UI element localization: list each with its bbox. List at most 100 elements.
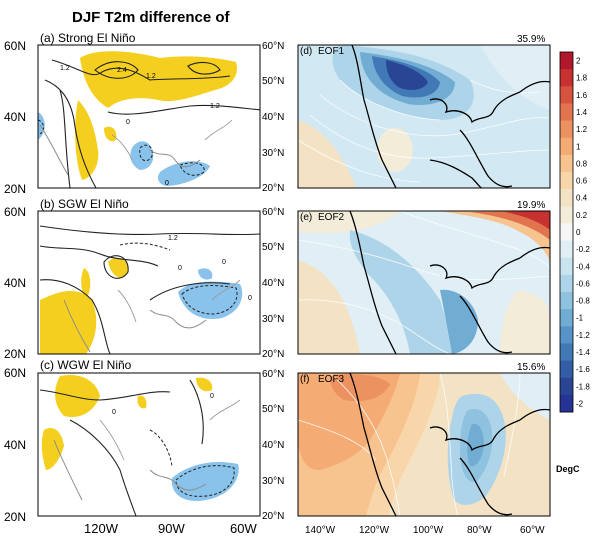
x-tick-label: 60W: [230, 521, 257, 536]
y-tick-label: 40°N: [262, 440, 284, 451]
colorbar-tick-label: 2: [576, 57, 581, 66]
contour-label: 1.2: [60, 65, 70, 72]
panel-e: (e) EOF2 19.9% 60°N 50°N 40°N 30°N 20°N: [262, 200, 551, 360]
y-tick-label: 40N: [4, 276, 26, 290]
x-tick-label: 90W: [158, 521, 185, 536]
colorbar-tick-label: 1: [576, 142, 581, 151]
contour-label: 0: [210, 393, 214, 400]
panel-f: (f) EOF3 15.6% 60°N 50°N 40°N 30°N 20°N: [262, 362, 551, 522]
y-tick-label: 20°N: [262, 349, 284, 360]
colorbar-tick-label: -0.8: [576, 297, 590, 306]
colorbar-swatch: [560, 377, 573, 396]
contour-label: 1.2: [146, 73, 156, 80]
colorbar-tick-label: -1.6: [576, 365, 590, 374]
y-tick-label: 60N: [4, 366, 26, 380]
panel-e-label: (e): [300, 212, 312, 223]
positive-anomaly-area: [55, 374, 100, 418]
y-tick-label: 30°N: [262, 476, 284, 487]
y-tick-label: 20N: [4, 510, 26, 524]
colorbar-tick-label: 1.8: [576, 74, 588, 83]
contour-label: 1.2: [168, 235, 178, 242]
y-tick-label: 60°N: [262, 369, 284, 380]
colorbar-swatch: [560, 172, 573, 190]
contour-label: 1.2: [210, 103, 220, 110]
negative-anomaly-area: [130, 141, 154, 170]
y-tick-label: 40N: [4, 110, 26, 124]
x-tick-label: 120°W: [359, 525, 390, 536]
colorbar-unit: DegC: [556, 464, 580, 474]
colorbar-tick-label: 1.4: [576, 108, 588, 117]
colorbar-swatch: [560, 103, 573, 121]
y-tick-label: 30°N: [262, 148, 284, 159]
x-tick-label: 60°W: [520, 525, 545, 536]
colorbar-tick-label: 0: [576, 228, 581, 237]
colorbar: 2 1.8 1.6 1.4 1.2 1 0.8 0.6 0.4 0.2 0 -0.2 -0.4 -0.6 -…: [559, 51, 590, 413]
colorbar-swatch: [560, 360, 573, 379]
colorbar-swatch: [560, 292, 573, 310]
colorbar-swatch: [560, 206, 573, 224]
colorbar-swatch: [560, 223, 573, 241]
colorbar-tick-label: 0.4: [576, 194, 588, 203]
x-tick-label: 80°W: [467, 525, 492, 536]
colorbar-tick-label: -1.4: [576, 348, 590, 357]
y-tick-label: 20°N: [262, 511, 284, 522]
panel-f-name: EOF3: [318, 374, 345, 385]
colorbar-swatch: [560, 326, 573, 344]
y-tick-label: 50°N: [262, 76, 284, 87]
panel-c: (c) WGW El Niño 0 0 60N 40N 20N: [4, 358, 261, 524]
x-tick-label: 120W: [84, 521, 119, 536]
colorbar-swatch: [560, 86, 573, 104]
panel-f-variance: 15.6%: [517, 362, 545, 373]
colorbar-swatch: [560, 240, 573, 259]
contour-label: 0: [112, 409, 116, 416]
x-tick-label: 100°W: [413, 525, 444, 536]
y-tick-label: 60°N: [262, 41, 284, 52]
panel-b: (b) SGW El Niño 1.2 0 0 0 60N 40N 20N: [4, 197, 261, 361]
colorbar-swatch: [560, 52, 573, 70]
colorbar-tick-label: 1.6: [576, 91, 588, 100]
positive-anomaly-area: [108, 257, 129, 278]
colorbar-swatch: [560, 154, 573, 173]
colorbar-tick-label: 1.2: [576, 125, 588, 134]
colorbar-tick-label: 0.8: [576, 159, 588, 168]
panel-d-label: (d): [300, 46, 312, 57]
contour-label: 0: [248, 295, 252, 302]
colorbar-tick-label: -0.6: [576, 279, 590, 288]
panel-d-variance: 35.9%: [517, 34, 545, 45]
colorbar-swatch: [560, 257, 573, 276]
contour-label: 0: [222, 259, 226, 266]
colorbar-swatch: [560, 189, 573, 207]
panel-f-label: (f): [300, 374, 309, 385]
colorbar-tick-label: -1: [576, 314, 584, 323]
figure-title: DJF T2m difference of: [72, 9, 231, 26]
colorbar-swatch: [560, 274, 573, 293]
contour-label: 0: [178, 265, 182, 272]
contour-label: 0: [126, 119, 130, 126]
contour-label: 0: [165, 180, 169, 187]
panel-a: (a) Strong El Niño 1.2 2.4 1.2 0 1.2 0 6…: [4, 31, 261, 196]
colorbar-tick-label: -2: [576, 399, 584, 408]
colorbar-swatch: [560, 137, 573, 156]
colorbar-tick-label: 0.6: [576, 177, 588, 186]
y-tick-label: 50°N: [262, 404, 284, 415]
y-tick-label: 40N: [4, 438, 26, 452]
colorbar-tick-label: -1.8: [576, 382, 590, 391]
panel-d: (d) EOF1 35.9% 60°N 50°N 40°N 30°N 20°N: [262, 34, 551, 194]
y-tick-label: 60N: [4, 39, 26, 53]
colorbar-swatch: [560, 69, 573, 87]
colorbar-tick-label: 0.2: [576, 211, 588, 220]
y-tick-label: 50°N: [262, 242, 284, 253]
panel-d-name: EOF1: [318, 46, 345, 57]
panel-b-label: (b) SGW El Niño: [40, 197, 129, 211]
y-tick-label: 20N: [4, 347, 26, 361]
colorbar-tick-label: -0.2: [576, 245, 590, 254]
y-tick-label: 40°N: [262, 112, 284, 123]
x-tick-label: 140°W: [305, 525, 336, 536]
colorbar-swatch: [560, 120, 573, 139]
y-tick-label: 20N: [4, 182, 26, 196]
colorbar-swatch: [560, 343, 573, 361]
panel-e-variance: 19.9%: [517, 200, 545, 211]
y-tick-label: 60N: [4, 205, 26, 219]
colorbar-swatch: [560, 309, 573, 327]
